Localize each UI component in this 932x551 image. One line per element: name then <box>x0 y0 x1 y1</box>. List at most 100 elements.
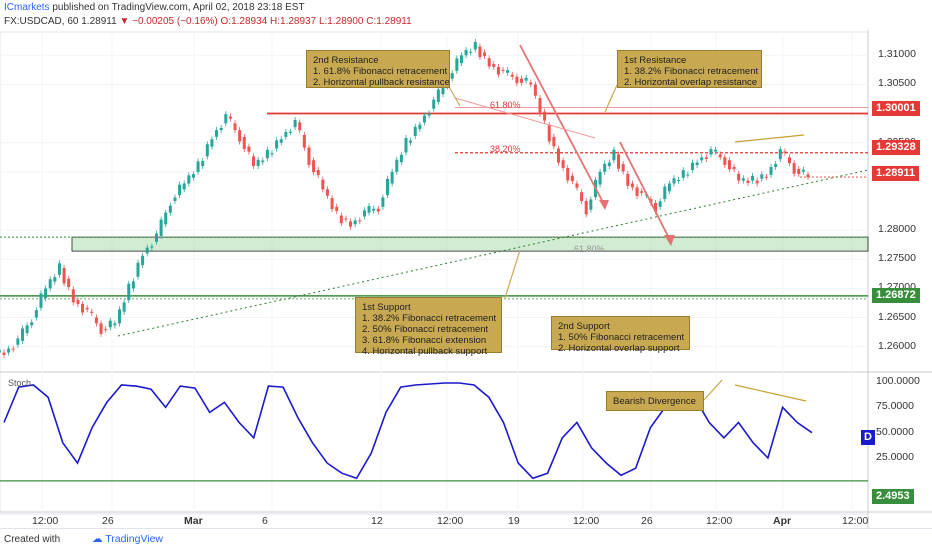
candle-body <box>469 51 473 53</box>
fib-618-label: 61.80% <box>490 100 521 110</box>
annotation-1st-support[interactable]: 1st Support 1. 38.2% Fibonacci retraceme… <box>355 297 502 357</box>
published-text: published on TradingView.com, April 02, … <box>52 2 305 13</box>
candle-body <box>275 140 279 149</box>
candle-body <box>399 154 403 163</box>
annotation-bearish-divergence[interactable]: Bearish Divergence <box>606 391 704 411</box>
candle-body <box>381 197 385 207</box>
fib-382-label: 38.20% <box>490 144 521 154</box>
candle-body <box>312 160 316 173</box>
created-with-text: Created with <box>4 534 61 545</box>
ohlc-low: L:1.28900 <box>318 16 364 27</box>
symbol-name: FX:USDCAD, 60 <box>4 16 79 27</box>
annotation-1st-resistance[interactable]: 1st Resistance 1. 38.2% Fibonacci retrac… <box>617 50 762 88</box>
fib-arrow-1-head <box>599 200 609 210</box>
chart-header: ICmarkets published on TradingView.com, … <box>0 0 932 30</box>
candle-body <box>293 119 297 128</box>
fib-618-extension-label: 61.80% <box>574 244 605 254</box>
tradingview-logo[interactable]: ☁ TradingView <box>92 533 163 545</box>
support-2-label: 1.26872 <box>872 288 920 303</box>
candle-body <box>316 169 320 175</box>
candle-body <box>284 132 288 137</box>
candle-body <box>543 111 547 121</box>
price-axis-tick: 1.26500 <box>878 310 916 323</box>
candle-body <box>81 303 85 313</box>
time-axis-tick: 12 <box>371 515 383 527</box>
support-zone <box>71 236 869 252</box>
candle-body <box>510 74 514 77</box>
chart-canvas[interactable] <box>0 30 932 528</box>
fib-arrow-1 <box>519 44 606 207</box>
candle-body <box>432 99 436 109</box>
candle-body <box>85 307 89 310</box>
candle-body <box>164 212 168 225</box>
candle-body <box>797 168 801 174</box>
candle-body <box>570 175 574 182</box>
candle-body <box>395 159 399 172</box>
time-axis-tick: 19 <box>508 515 520 527</box>
candle-body <box>718 154 722 158</box>
candle-body <box>695 162 699 166</box>
last-price-label: 1.28911 <box>872 166 920 181</box>
candle-body <box>783 151 787 153</box>
candle-body <box>727 160 731 170</box>
price-axis-tick: 1.28000 <box>878 223 916 236</box>
candle-body <box>288 131 292 133</box>
candle-body <box>367 206 371 213</box>
candle-body <box>422 115 426 123</box>
candle-body <box>94 317 98 324</box>
candle-body <box>2 352 6 355</box>
candle-body <box>349 221 353 227</box>
candle-body <box>145 247 149 254</box>
candle-body <box>764 176 768 178</box>
candle-body <box>792 163 796 174</box>
candle-body <box>118 309 122 324</box>
candle-body <box>159 219 163 236</box>
candle-body <box>353 220 357 225</box>
time-axis-tick: Mar <box>184 515 203 527</box>
candle-body <box>501 69 505 71</box>
candle-body <box>71 289 75 303</box>
ohlc-close: C:1.28911 <box>366 16 412 27</box>
price-axis-tick: 1.31000 <box>878 48 916 61</box>
candle-body <box>714 149 718 152</box>
fib-connector <box>454 97 596 139</box>
candle-body <box>755 180 759 184</box>
candle-body <box>104 329 108 331</box>
publish-info: ICmarkets published on TradingView.com, … <box>4 2 305 13</box>
candle-body <box>496 66 500 75</box>
price-axis-tick: 1.30500 <box>878 77 916 90</box>
fib-arrow-2 <box>619 141 671 241</box>
candle-body <box>270 153 274 155</box>
candle-body <box>459 55 463 64</box>
pointer-sup1 <box>504 249 521 299</box>
author-link[interactable]: ICmarkets <box>4 2 50 13</box>
candle-body <box>196 161 200 172</box>
price-change: ▼ −0.00205 (−0.16%) <box>119 16 218 27</box>
candle-body <box>778 149 782 160</box>
candle-body <box>529 82 533 85</box>
annotation-2nd-resistance[interactable]: 2nd Resistance 1. 61.8% Fibonacci retrac… <box>306 50 450 88</box>
annotation-2nd-support[interactable]: 2nd Support 1. 50% Fibonacci retracement… <box>551 316 690 354</box>
candle-body <box>746 180 750 183</box>
candle-body <box>418 124 422 130</box>
time-axis-tick: 6 <box>262 515 268 527</box>
candle-body <box>774 163 778 168</box>
candle-body <box>0 350 1 353</box>
time-axis-tick: 12:00 <box>32 515 59 527</box>
fib-arrow-2-head <box>664 235 675 246</box>
candle-body <box>630 183 634 188</box>
candle-body <box>607 162 611 167</box>
candle-body <box>67 278 71 288</box>
candle-body <box>228 116 232 119</box>
pointer-divergence <box>703 379 723 401</box>
pointer-res2 <box>447 84 461 107</box>
candle-body <box>552 136 556 147</box>
candle-body <box>547 125 551 142</box>
stoch-axis-tick: 100.0000 <box>876 375 920 387</box>
candle-body <box>455 58 459 71</box>
candle-body <box>150 246 154 248</box>
candle-body <box>182 183 186 190</box>
candle-body <box>538 98 542 114</box>
candle-body <box>20 328 24 341</box>
time-axis-tick: 26 <box>102 515 114 527</box>
